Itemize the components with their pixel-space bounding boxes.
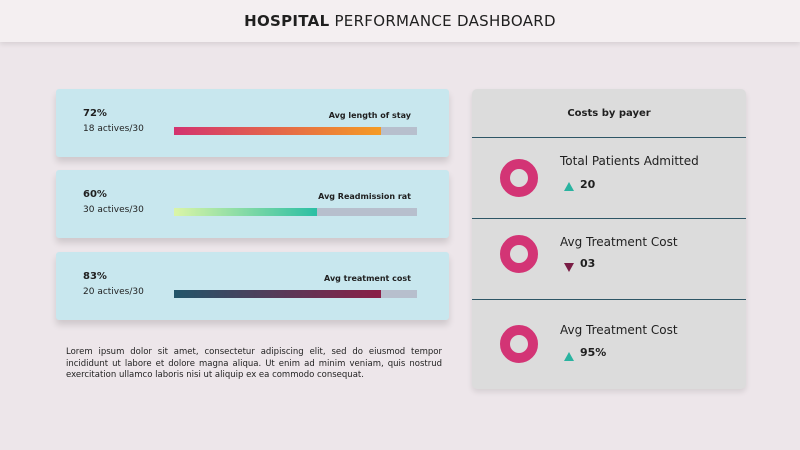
metric-actives: 20 actives/30: [83, 287, 144, 297]
payer-value: 03: [580, 257, 596, 270]
divider: [472, 137, 746, 138]
dashboard-title-strong: HOSPITAL: [244, 12, 330, 30]
trend-down-icon: [564, 263, 574, 272]
metric-card-treatment-cost: 83% 20 actives/30 Avg treatment cost: [56, 252, 449, 320]
progress-fill: [174, 208, 318, 216]
payer-row-treatment-cost-pct: Avg Treatment Cost 95%: [472, 300, 746, 380]
metric-card-readmission: 60% 30 actives/30 Avg Readmission rat: [56, 170, 449, 238]
payer-row-treatment-cost: Avg Treatment Cost 03: [472, 219, 746, 299]
payer-label: Total Patients Admitted: [560, 154, 699, 168]
divider: [472, 218, 746, 219]
progress-track: [174, 290, 417, 298]
metric-actives: 30 actives/30: [83, 205, 144, 215]
header-bar: HOSPITAL PERFORMANCE DASHBOARD: [0, 0, 800, 42]
donut-icon: [500, 325, 538, 363]
metric-percent: 83%: [83, 271, 107, 282]
metric-label: Avg Readmission rat: [318, 192, 411, 201]
dashboard-title: PERFORMANCE DASHBOARD: [334, 12, 556, 30]
donut-icon: [500, 159, 538, 197]
payer-value: 95%: [580, 346, 607, 359]
metric-percent: 72%: [83, 108, 107, 119]
description-text: Lorem ipsum dolor sit amet, consectetur …: [66, 347, 442, 380]
trend-up-icon: [564, 352, 574, 361]
payer-label: Avg Treatment Cost: [560, 323, 678, 337]
costs-by-payer-panel: Costs by payer Total Patients Admitted 2…: [472, 89, 746, 389]
payer-label: Avg Treatment Cost: [560, 235, 678, 249]
payer-value: 20: [580, 178, 596, 191]
payer-row-total-patients: Total Patients Admitted 20: [472, 138, 746, 218]
panel-title: Costs by payer: [567, 107, 651, 119]
progress-track: [174, 127, 417, 135]
metric-actives: 18 actives/30: [83, 124, 144, 134]
trend-up-icon: [564, 182, 574, 191]
donut-icon: [500, 235, 538, 273]
metric-card-length-of-stay: 72% 18 actives/30 Avg length of stay: [56, 89, 449, 157]
progress-fill: [174, 127, 381, 135]
progress-fill: [174, 290, 381, 298]
metric-label: Avg length of stay: [328, 111, 411, 120]
metric-label: Avg treatment cost: [324, 274, 411, 283]
progress-track: [174, 208, 417, 216]
metric-percent: 60%: [83, 189, 107, 200]
divider: [472, 299, 746, 300]
